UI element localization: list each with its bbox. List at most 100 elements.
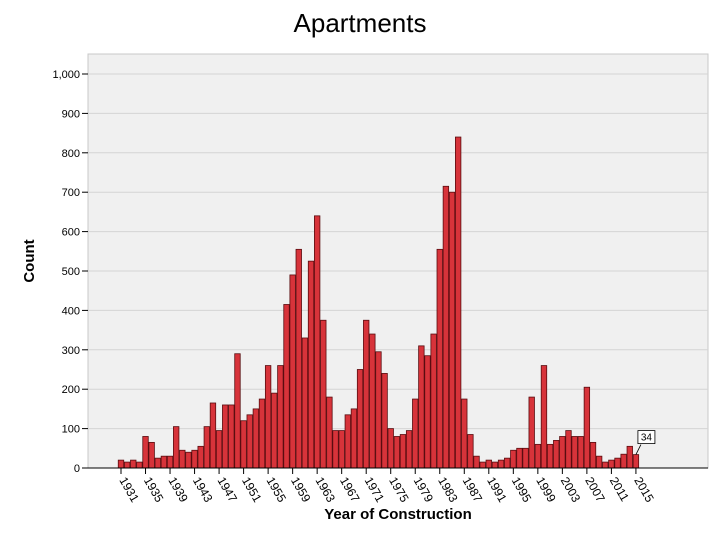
bar-1951 [240,420,247,469]
bar-2007 [583,386,591,469]
bar-1993 [497,459,505,469]
bar-2010 [602,461,609,469]
bar-1935 [142,436,149,469]
bar-1960 [295,248,302,469]
x-tick-label: 2015 [631,475,657,505]
bar-1958 [283,304,290,469]
bar-1992 [491,461,499,469]
bar-1969 [350,408,358,469]
bar-1944 [197,445,204,469]
x-tick-label: 1983 [435,475,461,505]
y-tick-label: 900 [62,108,80,120]
bar-1968 [344,414,351,469]
x-tick-label: 1979 [411,475,437,505]
bar-1976 [393,436,401,469]
bar-1962 [307,260,315,469]
bar-1948 [222,404,229,469]
bar-2003 [559,436,566,469]
x-tick-label: 1991 [484,475,510,505]
y-tick-label: 600 [62,227,80,239]
bar-2000 [540,365,548,469]
bar-1937 [154,457,161,469]
x-tick-label: 1947 [214,475,240,505]
x-tick-label: 1931 [116,475,142,505]
bar-1970 [356,369,364,469]
bar-1974 [381,373,388,469]
y-tick-label: 500 [62,266,80,278]
x-tick-label: 1963 [313,475,339,505]
bar-1949 [228,404,235,469]
bar-1961 [301,337,309,469]
bar-1983 [436,248,443,469]
bar-2002 [553,440,560,469]
bar-1933 [130,459,137,469]
x-tick-label: 1939 [165,475,191,505]
annotations: 34 [635,430,656,455]
bar-1940 [173,426,180,469]
x-tick-label: 1999 [533,475,559,505]
y-tick-label: 800 [62,148,80,160]
bar-2005 [571,436,578,469]
annotation-leader [635,444,642,455]
bar-1985 [448,191,456,469]
bar-2009 [595,455,603,469]
bar-1939 [166,455,174,469]
bar-2004 [565,430,572,469]
bar-1941 [179,449,186,469]
x-tick-label: 1987 [460,475,486,505]
x-tick-label: 2011 [607,475,632,505]
bar-1991 [485,459,492,469]
bar-1945 [203,426,210,469]
bar-1963 [314,215,321,469]
x-tick-label: 1975 [386,475,412,505]
bar-1950 [234,353,241,469]
bar-2008 [589,441,597,469]
bar-1936 [148,441,155,469]
bar-1997 [522,447,529,469]
bar-1982 [430,333,437,469]
bar-1971 [363,319,370,469]
gridlines [88,73,708,430]
bar-1959 [289,274,296,469]
chart-title: Apartments [293,8,427,38]
bar-1947 [215,430,223,469]
bar-1965 [326,396,333,469]
bar-1984 [442,185,450,469]
plot-background [87,53,709,469]
bar-1938 [160,455,168,469]
bar-1986 [454,136,462,469]
annotation-box [637,430,656,445]
bar-1954 [258,398,266,469]
bar-1999 [534,443,541,469]
x-tick-label: 1967 [337,475,363,505]
bar-1994 [504,457,511,469]
y-tick-label: 700 [62,187,80,199]
bar-1932 [123,461,131,469]
y-tick-label: 1,000 [52,69,80,81]
y-tick-label: 300 [62,345,80,357]
x-tick-label: 2007 [582,475,608,505]
x-tick-label: 1955 [264,475,290,505]
bar-1956 [271,392,278,469]
x-axis-label: Year of Construction [324,506,472,523]
bar-1995 [510,449,517,469]
bar-1987 [461,398,468,469]
bar-1943 [191,449,198,469]
x-tick-label: 1935 [141,475,167,505]
bar-1934 [136,461,143,469]
y-axis: 0 100 200 300 400 500 600 700 800 900 1,000 [52,69,88,475]
y-axis-label: Count [21,239,38,282]
bar-1955 [264,365,272,469]
bar-2001 [546,443,554,469]
bar-1977 [399,434,407,469]
bar-2014 [626,445,633,469]
y-tick-label: 200 [62,384,80,396]
x-tick-label: 1959 [288,475,314,505]
bar-1996 [516,447,523,469]
bar-1967 [338,430,345,469]
bar-2012 [614,457,621,469]
bar-1989 [473,455,480,469]
x-tick-label: 2003 [558,475,584,505]
bar-1998 [528,396,535,469]
